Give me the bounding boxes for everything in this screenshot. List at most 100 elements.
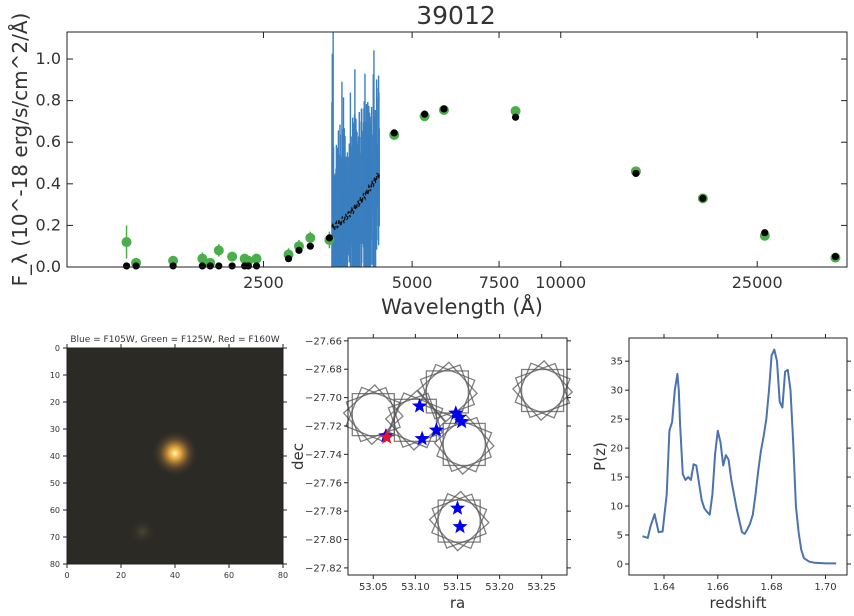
sed-ytick-label: 0.8: [36, 91, 61, 110]
model-flux-point: [228, 262, 236, 270]
footprint-outline: [433, 413, 495, 476]
model-flux-point: [215, 262, 223, 270]
pointing-star: [412, 398, 428, 413]
pointings-x-axis-label: ra: [450, 594, 465, 612]
cutout-ytick-label: 50: [50, 479, 60, 488]
model-flux-point: [169, 262, 177, 270]
pointing-star: [448, 405, 464, 420]
pointing-star: [414, 430, 430, 446]
sed-xtick-label: 7500: [479, 273, 520, 292]
sed-ytick-label: 1.0: [36, 49, 61, 68]
footprint-outline: [419, 364, 476, 420]
cutout-ytick-label: 10: [50, 371, 60, 380]
observed-flux-point: [510, 106, 521, 117]
pointings-xtick-label: 53.10: [401, 582, 430, 593]
pointings-xtick-label: 53.05: [359, 582, 388, 593]
model-flux-point: [252, 262, 261, 270]
model-flux-point: [511, 113, 520, 121]
cutout-xtick-label: 80: [278, 571, 288, 580]
pointing-star: [451, 409, 467, 424]
pz-ytick-label: 10: [610, 502, 623, 513]
pointings-panel: 53.05 53.10 53.15 53.20 53.25 −27.66 −27.68 −27…: [289, 334, 574, 612]
rgb-cutout-panel: 0 20 40 60 80 0 10 20 30 40 50 60 70 80 Blue = F105W, …: [50, 335, 288, 580]
pz-curve: [642, 348, 837, 565]
footprint-outline: [431, 492, 488, 550]
footprint-outline: [431, 493, 487, 549]
footprint-outline: [511, 359, 574, 422]
pointings-ytick-label: −27.82: [305, 563, 342, 574]
pointings-xtick-label: 53.25: [527, 582, 556, 593]
pointings-ytick-label: −27.66: [305, 336, 342, 347]
pz-x-axis-label: redshift: [710, 594, 767, 612]
sed-xtick-label: 5000: [392, 273, 433, 292]
model-flux-point: [306, 242, 314, 250]
pz-ytick-label: 30: [610, 386, 623, 397]
pz-xtick-label: 1.64: [653, 582, 675, 593]
observed-flux-point: [213, 245, 224, 256]
pointings-y-axis-label: dec: [289, 443, 307, 470]
observed-flux-point: [197, 253, 208, 264]
bright-source: [151, 429, 199, 478]
pointing-star: [454, 413, 470, 429]
sed-xtick-label: 10000: [535, 273, 586, 292]
sed-xtick-label: 25000: [732, 273, 783, 292]
model-flux-point: [295, 246, 303, 254]
pz-xtick-label: 1.70: [814, 582, 836, 593]
pz-ytick-label: 0: [617, 559, 623, 570]
footprint-outline: [419, 363, 476, 421]
model-flux-point: [325, 234, 334, 242]
pointings-xtick-label: 53.20: [485, 582, 514, 593]
footprint-outline: [436, 416, 493, 473]
model-flux-point: [132, 262, 140, 270]
model-flux-point: [440, 105, 448, 113]
footprint-outline: [345, 386, 402, 443]
sed-ytick-label: 0.0: [36, 257, 61, 276]
pz-y-axis-label: P(z): [591, 442, 609, 471]
model-flux-point: [198, 262, 206, 270]
pointing-star: [428, 422, 445, 437]
cutout-ytick-label: 20: [50, 398, 60, 407]
cutout-title: Blue = F105W, Green = F125W, Red = F160W: [70, 335, 279, 345]
sed-plot-frame: [66, 31, 848, 268]
footprint-outline: [436, 416, 492, 473]
sed-x-axis-label: Wavelength (Å): [381, 293, 543, 319]
observed-flux-point: [227, 251, 238, 262]
observed-flux-point: [168, 255, 179, 266]
footprint-outline: [416, 361, 478, 423]
model-flux-point: [244, 262, 252, 270]
pointings-ytick-label: −27.72: [305, 421, 342, 432]
target-star: [379, 429, 395, 444]
observed-flux-point: [121, 237, 132, 248]
pz-ytick-label: 25: [610, 415, 623, 426]
cutout-ytick-label: 30: [50, 425, 60, 434]
chart-title: 39012: [416, 1, 496, 30]
cutout-ytick-label: 40: [50, 452, 60, 461]
cutout-xtick-label: 60: [224, 571, 234, 580]
pz-panel: 1.64 1.66 1.68 1.70 0 5 10 15 20 25 30 35 redshift P(…: [591, 334, 851, 612]
model-flux-point: [632, 169, 640, 178]
sed-ytick-label: 0.6: [36, 132, 61, 151]
model-flux-point: [122, 262, 131, 270]
cutout-ytick-label: 80: [50, 560, 60, 569]
pointings-xtick-label: 53.15: [443, 582, 472, 593]
observed-flux-point: [305, 232, 316, 243]
footprint-outline: [520, 368, 565, 413]
cutout-xtick-label: 20: [116, 571, 126, 580]
sed-ytick-label: 0.4: [36, 174, 61, 193]
sed-panel: 2500 5000 7500 10000 25000 0.0 0.2 0.4 0.6 0.8 1.0…: [8, 13, 848, 319]
cutout-xtick-label: 40: [170, 571, 180, 580]
footprint-outline: [393, 398, 438, 442]
pointings-ytick-label: −27.78: [305, 507, 342, 518]
footprint-outline: [425, 370, 470, 414]
footprint-outline: [342, 384, 404, 446]
pz-ytick-label: 20: [610, 444, 623, 455]
model-spectrum-line: [331, 172, 380, 233]
pz-frame: [628, 337, 848, 576]
pz-ytick-label: 35: [610, 357, 623, 368]
sed-ytick-label: 0.2: [36, 215, 61, 234]
pz-ytick-label: 15: [610, 473, 623, 484]
pointings-ytick-label: −27.68: [305, 365, 342, 376]
pz-ytick-label: 5: [617, 531, 623, 542]
